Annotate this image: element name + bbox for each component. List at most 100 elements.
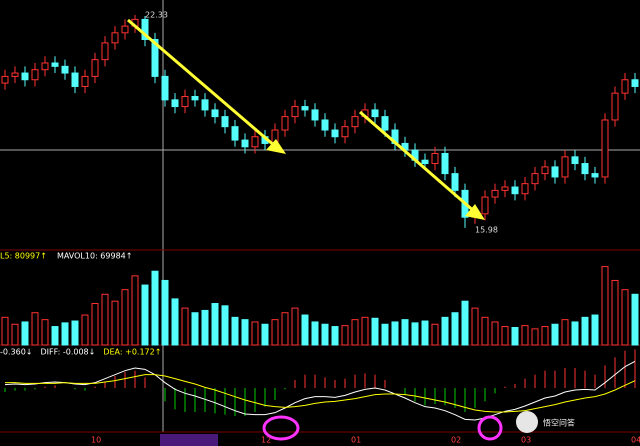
- volume-bar: [381, 323, 389, 346]
- volume-bar: [1, 316, 9, 346]
- volume-bar: [241, 319, 249, 346]
- volume-bar: [451, 312, 459, 346]
- x-tick-label: 01: [351, 436, 361, 445]
- candle-body: [571, 156, 579, 165]
- volume-bar: [61, 322, 69, 346]
- candle-body: [121, 25, 129, 34]
- volume-bar: [441, 316, 449, 346]
- candle-body: [201, 99, 209, 111]
- volume-bar: [51, 326, 59, 346]
- volume-bar: [81, 314, 89, 346]
- candle-body: [51, 62, 59, 67]
- candle-body: [251, 136, 259, 148]
- candle-body: [41, 62, 49, 71]
- candle-body: [371, 109, 379, 118]
- candle-body: [221, 116, 229, 128]
- candle-body: [531, 173, 539, 185]
- candle-body: [521, 183, 529, 195]
- volume-bar: [621, 289, 629, 346]
- candle-body: [111, 32, 119, 44]
- watermark-text: 悟空问答: [543, 418, 575, 428]
- volume-bar: [41, 319, 49, 346]
- volume-bar: [591, 314, 599, 346]
- volume-bar: [281, 312, 289, 346]
- volume-bar: [321, 323, 329, 346]
- volume-bar: [581, 316, 589, 346]
- volume-bar: [561, 319, 569, 346]
- volume-bar: [201, 309, 209, 346]
- volume-bar: [161, 279, 169, 346]
- volume-bar: [261, 323, 269, 346]
- candle-body: [561, 156, 569, 178]
- candle-body: [601, 119, 609, 178]
- trend-arrows: [127, 18, 485, 220]
- candle-body: [591, 173, 599, 178]
- volume-bar: [631, 293, 639, 346]
- candle-body: [581, 163, 589, 175]
- candle-body: [341, 126, 349, 138]
- volume-bar: [461, 300, 469, 346]
- volume-bar: [191, 312, 199, 346]
- highlight-circle: [262, 415, 300, 441]
- x-tick-label: 02: [451, 436, 461, 445]
- candle-body: [21, 72, 29, 81]
- candle-body: [1, 75, 9, 84]
- volume-bar: [411, 322, 419, 346]
- candle-body: [301, 106, 309, 111]
- arrow: [127, 18, 277, 149]
- candle-body: [161, 75, 169, 101]
- volume-bar: [101, 293, 109, 346]
- candle-body: [81, 75, 89, 87]
- volume-bar: [221, 305, 229, 346]
- macd-legend: DEA: +0.172↑: [103, 348, 161, 357]
- macd-legend: -0.360↓: [0, 348, 33, 357]
- volume-bar: [541, 326, 549, 346]
- volume-bar: [291, 307, 299, 346]
- volume-bar: [181, 307, 189, 346]
- candle-body: [611, 92, 619, 121]
- candle-body: [141, 18, 149, 41]
- volume-bar: [91, 303, 99, 346]
- candle-body: [31, 69, 39, 81]
- candle-body: [421, 159, 429, 165]
- volume-bar: [301, 314, 309, 346]
- volume-bar: [401, 319, 409, 346]
- volume-bar: [171, 298, 179, 346]
- volume-bar: [251, 321, 259, 346]
- volume-bar: [341, 325, 349, 346]
- candle-body: [291, 106, 299, 118]
- arrow: [359, 110, 476, 214]
- highlight-circle: [477, 415, 503, 441]
- diff-line: [4, 360, 636, 421]
- volume-bar: [231, 316, 239, 346]
- candle-body: [441, 152, 449, 175]
- arrow-head: [465, 204, 485, 220]
- volume-legend: L5: 80997↑: [0, 252, 47, 261]
- volume-bar: [571, 321, 579, 346]
- watermark: 悟空问答: [516, 411, 575, 433]
- macd-legend: DIFF: -0.008↓: [41, 348, 96, 357]
- volume-bar: [131, 275, 139, 346]
- volume-bar: [111, 300, 119, 346]
- candle-body: [191, 96, 199, 101]
- volume-bar: [31, 312, 39, 346]
- volume-bar: [141, 284, 149, 346]
- candle-body: [351, 116, 359, 128]
- candle-body: [551, 166, 559, 178]
- high-label: 22.33: [145, 11, 168, 20]
- volume-bar: [311, 321, 319, 346]
- candle-body: [151, 39, 159, 77]
- volume-bar: [481, 316, 489, 346]
- volume-bar: [21, 321, 29, 346]
- volume-bar: [71, 320, 79, 346]
- volume-bar: [551, 323, 559, 346]
- candle-body: [451, 173, 459, 191]
- x-tick-label: 12: [261, 436, 271, 445]
- volume-bar: [271, 319, 279, 346]
- candle-body: [91, 59, 99, 77]
- volume-bar: [331, 326, 339, 346]
- dea-line: [5, 374, 636, 413]
- candle-body: [281, 116, 289, 131]
